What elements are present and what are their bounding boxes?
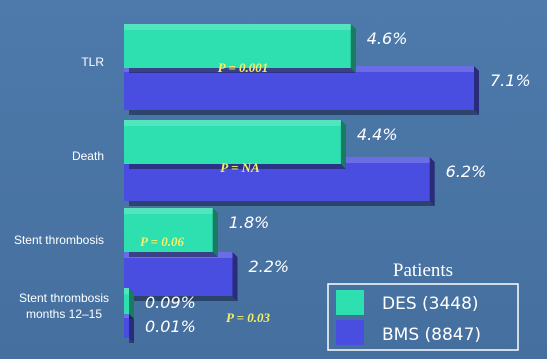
bar-bms-2 [124,252,238,301]
p-value-stent-thrombosis: P = 0.06 [140,234,185,249]
legend-title: Patients [393,260,453,281]
category-label-death: Death [72,149,104,163]
value-label-bms-1: 6.2% [446,162,487,181]
value-label-bms-3: 0.01% [145,317,196,336]
bar-bms-3 [124,312,134,343]
bar-des-2 [124,208,218,257]
bar-des-0 [124,24,356,73]
legend-box [327,283,519,351]
bar-bms-0 [124,66,479,115]
category-label-stent-thrombosis: Stent thrombosis [14,233,104,247]
category-label-tlr: TLR [81,55,104,69]
legend-label-bms: BMS (8847) [382,325,481,345]
legend-swatch-bms [336,320,364,345]
value-label-bms-2: 2.2% [248,257,289,276]
bar-des-3 [124,288,134,319]
value-labels: 7.1% 6.2% 2.2% 0.01% 4.6% 4.4% 1.8% 0.09% [145,29,531,336]
p-value-labels: P = 0.001 P = NA P = 0.06 P = 0.03 [140,60,271,325]
legend-swatch-des [336,290,364,315]
value-label-bms-0: 7.1% [490,71,531,90]
value-label-des-3: 0.09% [145,293,196,312]
p-value-stent-thrombosis-late: P = 0.03 [226,310,271,325]
value-label-des-2: 1.8% [229,213,270,232]
p-value-tlr: P = 0.001 [218,60,269,75]
legend-label-des: DES (3448) [382,294,479,314]
bars-layer [124,24,479,343]
category-labels: TLR Death Stent thrombosis Stent thrombosis… [14,55,109,321]
legend: Patients DES (3448) BMS (8847) [327,260,519,351]
category-label-stent-thrombosis-late-line-1: months 12–15 [26,307,102,321]
category-label-stent-thrombosis-late-line-0: Stent thrombosis [19,291,109,305]
p-value-death: P = NA [220,160,260,175]
value-label-des-0: 4.6% [367,29,408,48]
bar-des-1 [124,120,346,169]
value-label-des-1: 4.4% [357,125,398,144]
